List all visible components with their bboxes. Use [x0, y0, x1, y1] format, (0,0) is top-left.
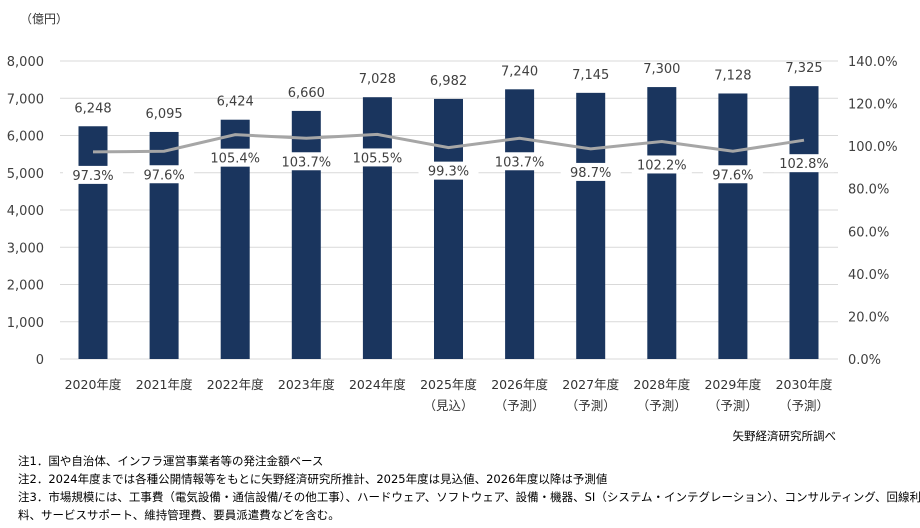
line-label-background — [134, 165, 195, 184]
bar — [576, 92, 606, 359]
line-value-label: 98.7% — [570, 166, 611, 181]
y-left-tick: 2,000 — [7, 279, 44, 294]
line-label-background — [347, 148, 408, 167]
bar — [291, 110, 321, 359]
x-tick-label: 2023年度 — [278, 377, 335, 392]
line-value-label: 103.7% — [282, 155, 332, 170]
line-label-background — [702, 165, 763, 184]
line-label-background — [560, 162, 621, 181]
bar-value-label: 6,095 — [145, 107, 182, 122]
x-tick-label: 2024年度 — [349, 377, 406, 392]
note-3-cont: 料、サービスサポート、維持管理費、要員派遣費などを含む。 — [18, 508, 340, 522]
bar-value-label: 7,145 — [572, 68, 609, 83]
bar — [362, 97, 392, 359]
unit-label: （億円） — [20, 12, 69, 26]
bar-value-label: 7,240 — [501, 64, 538, 79]
y-left-tick: 4,000 — [7, 204, 44, 219]
bar — [434, 98, 463, 359]
bar-value-label: 6,660 — [288, 86, 325, 101]
bar — [718, 93, 748, 360]
x-tick-label: 2030年度 — [776, 377, 833, 392]
bar-value-label: 7,300 — [643, 62, 680, 77]
line-label-background — [774, 154, 834, 173]
line-value-label: 105.5% — [353, 151, 403, 166]
y-left-tick: 7,000 — [7, 92, 44, 107]
bar-value-label: 6,424 — [217, 95, 254, 110]
x-tick-sublabel: （予測） — [495, 398, 545, 413]
y-left-tick: 1,000 — [7, 316, 44, 331]
y-right-tick: 140.0% — [848, 55, 898, 70]
line-label-background — [631, 155, 692, 174]
note-2: 注2．2024年度までは各種公開情報等をもとに矢野経済研究所推計、2025年度は… — [18, 472, 608, 486]
y-left-tick: 5,000 — [7, 167, 44, 182]
source-label: 矢野経済研究所調べ — [732, 429, 837, 443]
x-tick-label: 2026年度 — [491, 377, 548, 392]
line-value-label: 102.2% — [637, 158, 687, 173]
bar — [789, 86, 819, 360]
bar — [78, 126, 108, 360]
x-tick-sublabel: （予測） — [779, 398, 829, 413]
y-right-tick: 80.0% — [848, 183, 889, 198]
line-label-background — [205, 148, 266, 167]
y-right-tick: 20.0% — [848, 310, 889, 325]
bar — [505, 89, 535, 359]
bar — [647, 87, 677, 359]
x-tick-sublabel: （予測） — [708, 398, 758, 413]
line-value-label: 102.8% — [779, 157, 829, 172]
x-tick-label: 2021年度 — [136, 377, 193, 392]
x-tick-sublabel: （見込） — [423, 398, 473, 413]
x-tick-label: 2029年度 — [704, 377, 761, 392]
x-tick-sublabel: （予測） — [566, 398, 616, 413]
y-right-tick: 120.0% — [848, 98, 898, 113]
x-tick-label: 2025年度 — [420, 377, 477, 392]
notes: 注1．国や自治体、インフラ運営事業者等の発注金額ベース 注2．2024年度までは… — [18, 452, 920, 524]
x-tick-sublabel: （予測） — [637, 398, 687, 413]
y-right-tick: 40.0% — [848, 268, 889, 283]
bar-value-label: 6,248 — [74, 101, 111, 116]
line-label-background — [489, 152, 550, 171]
note-1: 注1．国や自治体、インフラ運営事業者等の発注金額ベース — [18, 454, 324, 468]
line-value-label: 97.3% — [72, 169, 113, 184]
x-tick-label: 2027年度 — [562, 377, 619, 392]
x-tick-label: 2020年度 — [65, 377, 122, 392]
growth-rate-line — [92, 132, 805, 154]
y-right-tick: 0.0% — [848, 353, 881, 368]
y-right-tick: 60.0% — [848, 225, 889, 240]
chart: 0 1,000 2,000 3,000 4,000 5,000 6,000 7,000 8,00… — [7, 55, 898, 413]
y-left-tick: 6,000 — [7, 130, 44, 145]
bar-value-label: 7,028 — [359, 72, 396, 87]
y-right-tick: 100.0% — [848, 140, 898, 155]
line-value-label: 103.7% — [495, 155, 545, 170]
x-tick-label: 2028年度 — [633, 377, 690, 392]
y-left-tick: 0 — [36, 353, 44, 368]
note-3: 注3．市場規模には、工事費（電気設備・通信設備/その他工事）、ハードウェア、ソフ… — [18, 490, 920, 504]
line-value-label: 99.3% — [428, 165, 469, 180]
y-left-tick: 3,000 — [7, 241, 44, 256]
line-value-label: 97.6% — [712, 168, 753, 183]
line-value-label: 97.6% — [143, 168, 184, 183]
bar-value-label: 7,128 — [714, 68, 751, 83]
x-tick-label: 2022年度 — [207, 377, 264, 392]
bar-value-label: 6,982 — [430, 74, 467, 89]
y-left-tick: 8,000 — [7, 55, 44, 70]
bar-value-label: 7,325 — [785, 61, 822, 76]
line-label-background — [63, 165, 123, 184]
line-label-background — [418, 161, 479, 180]
line-label-background — [276, 152, 337, 171]
line-value-label: 105.4% — [210, 152, 260, 167]
